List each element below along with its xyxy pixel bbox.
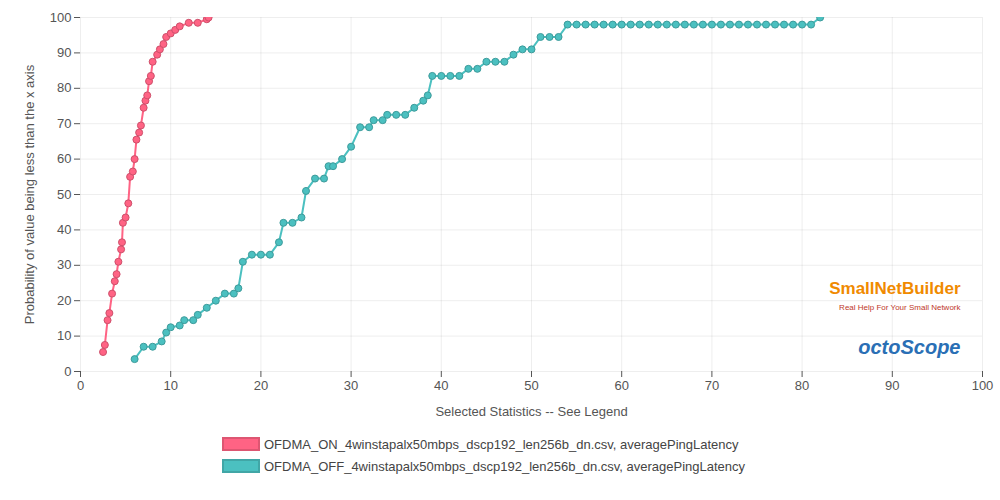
svg-text:80: 80 [795, 378, 809, 393]
svg-text:70: 70 [57, 116, 71, 131]
svg-text:30: 30 [57, 257, 71, 272]
svg-text:50: 50 [524, 378, 538, 393]
svg-text:100: 100 [972, 378, 994, 393]
svg-text:20: 20 [57, 293, 71, 308]
svg-text:100: 100 [50, 10, 72, 25]
svg-text:10: 10 [57, 328, 71, 343]
svg-text:90: 90 [57, 45, 71, 60]
svg-text:30: 30 [344, 378, 358, 393]
svg-text:60: 60 [614, 378, 628, 393]
html-text:OFDMA_OFF_4winstapalx50mbps_ds: OFDMA_OFF_4winstapalx50mbps_dscp192_len2… [264, 458, 745, 474]
svg-text:50: 50 [57, 187, 71, 202]
svg-text:Probability of value being les: Probability of value being less than the… [22, 64, 37, 324]
svg-text:Selected Statistics -- See Leg: Selected Statistics -- See Legend [435, 404, 627, 419]
html-text:OFDMA_ON_4winstapalx50mbps_dsc: OFDMA_ON_4winstapalx50mbps_dscp192_len25… [264, 436, 739, 452]
svg-text:60: 60 [57, 151, 71, 166]
svg-text:Real Help For Your Small Netwo: Real Help For Your Small Network [839, 303, 961, 312]
svg-text:40: 40 [57, 222, 71, 237]
svg-text:40: 40 [434, 378, 448, 393]
svg-text:octoScope: octoScope [858, 336, 960, 358]
svg-text:0: 0 [77, 378, 84, 393]
svg-text:0: 0 [64, 364, 71, 379]
svg-text:70: 70 [705, 378, 719, 393]
svg-text:10: 10 [163, 378, 177, 393]
svg-text:20: 20 [254, 378, 268, 393]
svg-text:80: 80 [57, 80, 71, 95]
svg-text:90: 90 [885, 378, 899, 393]
svg-text:SmallNetBuilder: SmallNetBuilder [829, 279, 961, 298]
